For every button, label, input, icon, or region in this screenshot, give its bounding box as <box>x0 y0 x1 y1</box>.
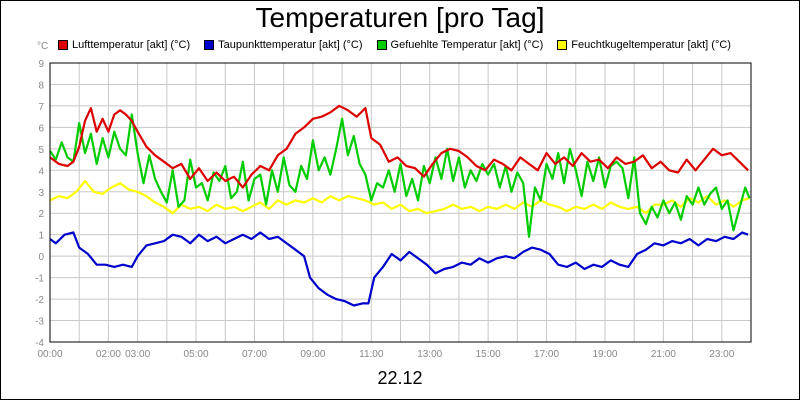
y-tick-label: 5 <box>38 145 44 156</box>
legend-swatch-yellow <box>557 40 568 50</box>
y-tick-label: -2 <box>35 295 44 306</box>
legend-item-gefuehlte-temperatur: Gefuehlte Temperatur [akt] (°C) <box>376 39 544 51</box>
x-tick-label: 05:00 <box>184 349 209 360</box>
series-line-3 <box>49 179 750 215</box>
y-tick-label: 6 <box>38 123 44 134</box>
legend-item-feuchtkugeltemperatur: Feuchtkugeltemperatur [akt] (°C) <box>557 39 731 51</box>
x-tick-label: 11:00 <box>359 349 384 360</box>
legend-item-lufttemperatur: Lufttemperatur [akt] (°C) <box>58 39 190 51</box>
series-lines <box>49 104 751 307</box>
x-tick-label: 07:00 <box>242 349 267 360</box>
x-tick-label: 02:00 <box>96 349 121 360</box>
legend-label: Taupunkttemperatur [akt] (°C) <box>218 39 363 51</box>
y-tick-label: 1 <box>38 231 44 242</box>
x-tick-label: 23:00 <box>709 349 734 360</box>
plot-area <box>49 62 752 343</box>
y-tick-label: -4 <box>35 338 44 349</box>
x-tick-label: 19:00 <box>592 349 617 360</box>
date-label: 22.12 <box>377 368 423 388</box>
legend-swatch-red <box>58 40 68 50</box>
series-line-2 <box>49 113 751 238</box>
legend-swatch-green <box>376 40 387 50</box>
chart-title: Temperaturen [pro Tag] <box>255 2 545 33</box>
y-tick-label: -3 <box>35 317 44 328</box>
legend-label: Gefuehlte Temperatur [akt] (°C) <box>390 39 544 51</box>
x-tick-label: 03:00 <box>125 349 150 360</box>
y-tick-label: 0 <box>38 252 44 263</box>
y-axis-ticks: -4 -3 -2 -1 0 1 2 3 4 5 6 7 8 9 <box>35 59 44 349</box>
x-tick-label: 21:00 <box>651 349 676 360</box>
x-tick-label: 09:00 <box>300 349 325 360</box>
series-line-0 <box>49 104 749 189</box>
y-tick-label: 3 <box>38 188 44 199</box>
y-tick-label: -1 <box>35 274 44 285</box>
legend: Lufttemperatur [akt] (°C) Taupunkttemper… <box>58 37 731 53</box>
x-axis-ticks: 00:00 02:00 03:00 05:00 07:00 09:00 11:00 13:00… <box>37 349 734 360</box>
x-tick-label: 17:00 <box>534 349 559 360</box>
y-tick-label: 8 <box>38 80 44 91</box>
legend-swatch-blue <box>204 40 215 50</box>
legend-label: Lufttemperatur [akt] (°C) <box>72 39 191 51</box>
x-tick-label: 13:00 <box>417 349 442 360</box>
y-tick-label: 2 <box>38 209 44 220</box>
x-tick-label: 15:00 <box>476 349 501 360</box>
y-tick-label: 9 <box>38 59 44 70</box>
series-line-1 <box>49 231 749 307</box>
legend-item-taupunkttemperatur: Taupunkttemperatur [akt] (°C) <box>204 39 363 51</box>
x-tick-label: 00:00 <box>37 349 62 360</box>
y-tick-label: 7 <box>38 102 44 113</box>
y-unit-label: °C <box>37 41 49 52</box>
y-tick-label: 4 <box>38 166 44 177</box>
legend-label: Feuchtkugeltemperatur [akt] (°C) <box>571 39 731 51</box>
